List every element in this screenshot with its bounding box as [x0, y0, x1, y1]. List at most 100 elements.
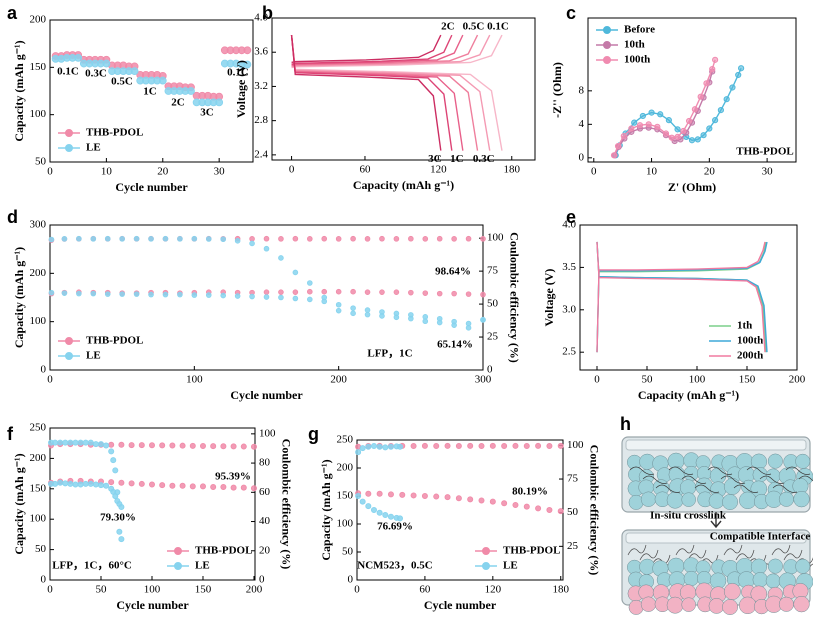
data-point — [61, 236, 68, 242]
data-point — [546, 443, 553, 450]
data-point — [620, 132, 627, 140]
data-point — [179, 442, 186, 449]
data-point — [639, 112, 646, 120]
data-point — [376, 509, 383, 516]
data-point — [292, 269, 299, 276]
legend-marker — [603, 56, 611, 64]
polymer-chain — [746, 466, 772, 475]
panel-letter: a — [7, 3, 18, 23]
y-axis-label: Capacity (mAh g⁻¹) — [12, 453, 26, 554]
y-axis-label: Capacity (mAh g⁻¹) — [12, 40, 26, 141]
data-point — [335, 288, 342, 295]
data-point — [72, 439, 79, 446]
data-point — [421, 442, 428, 449]
y2-tick-label: 40 — [259, 515, 271, 527]
particle — [793, 490, 810, 508]
data-point — [76, 235, 82, 242]
y2-tick-label: 25 — [567, 540, 579, 552]
y-axis-label: Capacity (mAh g⁻¹) — [319, 459, 333, 560]
x-axis-label: Z' (Ohm) — [668, 180, 716, 194]
data-point — [694, 136, 701, 143]
data-point — [263, 294, 270, 300]
data-point — [451, 236, 457, 242]
x-tick-label: 50 — [642, 374, 654, 386]
data-point — [735, 71, 742, 79]
data-point — [738, 65, 745, 72]
data-point — [480, 236, 486, 242]
data-point — [408, 315, 414, 322]
x-axis-label: Capacity (mAh g⁻¹) — [638, 388, 739, 402]
particle — [723, 583, 741, 600]
data-point — [691, 106, 698, 113]
data-point — [114, 489, 121, 496]
data-point — [614, 142, 622, 150]
data-point — [465, 291, 472, 297]
x-tick-label: 150 — [739, 374, 756, 386]
data-point — [729, 84, 736, 91]
data-point — [686, 117, 693, 125]
data-point — [465, 325, 472, 331]
polymer-chain — [627, 544, 647, 556]
data-point — [408, 289, 414, 296]
data-point — [169, 482, 176, 489]
panel: c 0 10 20 30 0 4 8 Z' (Ohm) -Z'' (Ohm) THB-PDOL Bef… — [550, 3, 797, 194]
y-tick-label: 200 — [30, 267, 47, 279]
data-point — [365, 490, 372, 497]
data-point — [148, 291, 154, 298]
y-tick-label: 100 — [337, 518, 354, 530]
polymer-chain — [629, 466, 655, 475]
x-axis-label: Cycle number — [230, 388, 303, 402]
data-point — [397, 443, 404, 450]
polymer-chain — [735, 549, 755, 561]
data-point — [359, 498, 366, 505]
data-point — [52, 439, 59, 446]
y2-tick-label: 25 — [487, 331, 499, 343]
data-point — [189, 442, 196, 449]
data-point — [118, 441, 125, 448]
data-point — [512, 501, 519, 508]
annotation: THB-PDOL — [736, 146, 793, 158]
data-point — [62, 480, 69, 487]
data-point — [104, 235, 111, 242]
legend-label: LE — [503, 560, 518, 572]
data-point — [382, 512, 389, 519]
y-tick-label: 50 — [35, 543, 47, 555]
annotation: 1C — [143, 86, 157, 98]
legend-label: 10th — [624, 39, 645, 51]
y-axis-label: Capacity (mAh g⁻¹) — [12, 247, 26, 348]
annotation: 3C — [200, 107, 214, 119]
y2-tick-label: 20 — [259, 544, 271, 556]
data-point — [379, 289, 385, 295]
particle — [681, 597, 696, 612]
data-point — [250, 443, 257, 450]
data-point — [350, 305, 356, 311]
x-tick-label: 0 — [47, 584, 53, 596]
y-tick-label: 4.0 — [562, 219, 576, 231]
legend-label: LE — [86, 142, 101, 154]
data-point — [444, 442, 451, 449]
data-point — [191, 292, 198, 298]
particle — [765, 573, 781, 589]
polymer-chain — [733, 484, 759, 493]
y2-axis-label: Coulombic efficiency (%) — [587, 445, 601, 576]
data-point — [278, 289, 284, 295]
data-point — [397, 515, 404, 522]
particle — [767, 453, 783, 469]
polymer-chain — [783, 549, 803, 561]
annotation: LFP，1C，60°C — [52, 560, 132, 572]
legend-marker — [482, 562, 490, 570]
data-point — [370, 506, 377, 513]
x-tick-label: 60 — [359, 164, 371, 176]
polymer-chain — [771, 544, 791, 556]
data-point — [72, 481, 79, 488]
data-point — [410, 492, 417, 499]
data-point — [278, 294, 284, 301]
data-point — [480, 317, 486, 323]
data-point — [52, 480, 59, 487]
data-line — [290, 34, 503, 151]
data-point — [128, 442, 135, 449]
data-point — [162, 291, 169, 298]
data-point — [433, 493, 440, 500]
x-tick-label: 120 — [485, 584, 502, 596]
